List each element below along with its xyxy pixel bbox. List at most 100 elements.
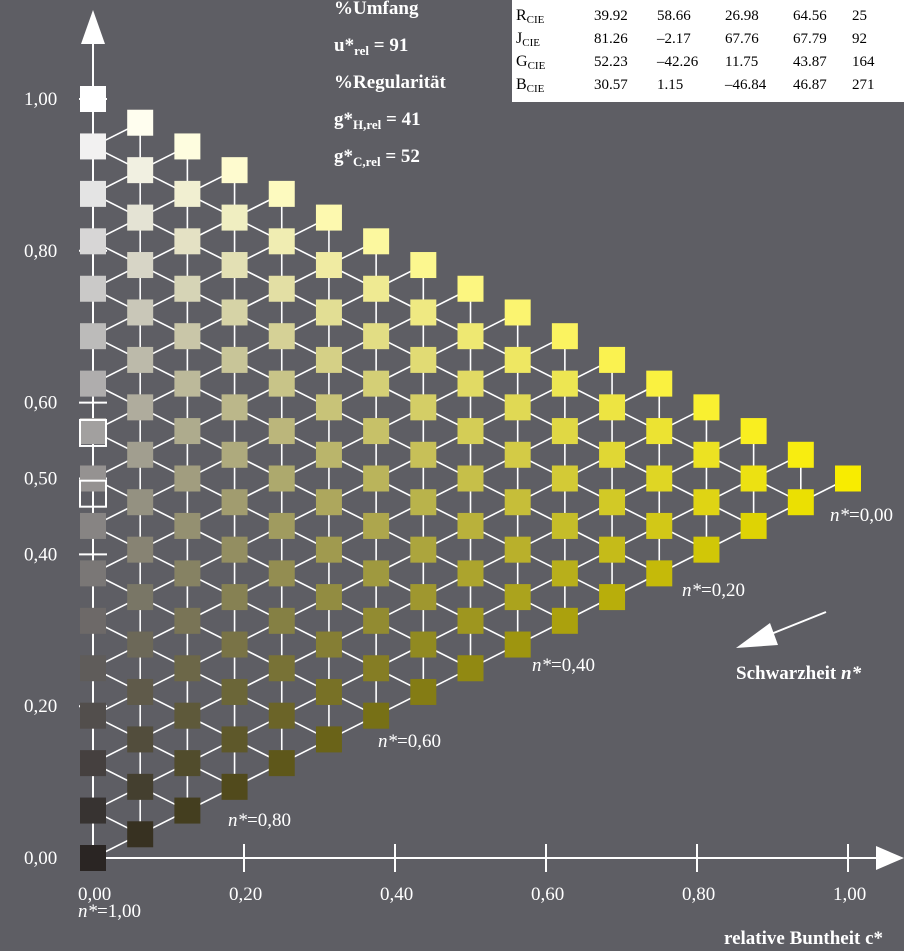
color-patch [127,489,154,516]
color-patch [410,536,437,563]
label-n-0-80: n*=0,80 [228,810,291,831]
color-patch [127,204,154,231]
color-patch [363,512,390,539]
y-tick-label: 0,80 [24,241,57,262]
color-patch [363,702,390,729]
y-tick-label: 0,60 [24,393,57,414]
color-patch [268,275,295,302]
color-patch [410,252,437,279]
stat-regularitaet: %Regularität [334,72,447,93]
color-patch [127,346,154,373]
color-patch [174,370,201,397]
color-patch [551,418,578,445]
label-n-0-60: n*=0,60 [378,731,441,752]
cie-cell: 43.87 [793,54,827,70]
color-patch [127,821,154,848]
color-patch [646,370,673,397]
y-tick-label: 0,20 [24,696,57,717]
color-patch [174,133,201,160]
color-patch [174,418,201,445]
color-patch [315,536,342,563]
color-patch [221,204,248,231]
color-patch [551,512,578,539]
color-patch [740,418,767,445]
stat-umfang: %Umfang [334,0,419,19]
cie-cell: –46.84 [724,77,767,93]
color-patch [174,607,201,634]
color-patch [410,394,437,421]
color-patch [174,702,201,729]
mid-gray-marker [79,479,107,508]
grid-line-whiteness [92,311,519,527]
mid-gray-marker [79,418,107,447]
cie-cell: 64.56 [793,8,827,24]
color-patch [410,299,437,326]
color-patch [457,323,484,350]
color-patch [315,394,342,421]
color-patch [127,441,154,468]
color-patch [80,465,106,492]
grid-line-blackness [92,714,235,788]
color-patch [551,323,578,350]
color-patch [363,560,390,587]
x-tick-label: 0,00 [78,884,111,905]
x-tick-label: 0,80 [682,884,715,905]
color-patch [504,299,531,326]
color-patch [221,773,248,800]
cie-cell: 92 [852,31,867,47]
color-patch [551,370,578,397]
cie-cell: 1.15 [657,77,683,93]
color-patch [221,394,248,421]
cie-table: RCIE 39.92 58.66 26.98 64.56 25 JCIE 81.26 –2.17… [512,0,904,102]
color-patch [551,560,578,587]
color-patch [363,275,390,302]
color-patch [410,441,437,468]
color-patch [174,323,201,350]
y-tick-label: 0,40 [24,544,57,565]
grid-line-whiteness [92,454,802,812]
cie-cell: 67.76 [725,31,759,47]
color-patch [268,418,295,445]
color-patch [504,584,531,611]
color-patch [315,489,342,516]
color-patch [599,489,626,516]
color-patch [80,228,106,255]
grid-line-blackness [92,145,802,503]
color-patch [787,441,814,468]
color-patch [174,180,201,207]
cie-table-bg [512,0,904,102]
blackness-arrow-line [765,611,827,637]
color-patch [363,418,390,445]
color-patch [457,418,484,445]
x-tick-label: 0,40 [380,884,413,905]
color-patch [80,275,106,302]
color-patch [646,560,673,587]
color-patch [646,512,673,539]
color-patch [363,370,390,397]
color-patch [693,441,720,468]
color-patch [80,323,106,350]
cie-cell: –42.26 [656,54,699,70]
color-patch [599,394,626,421]
y-axis-arrowhead [81,10,105,44]
color-patch [221,346,248,373]
color-patch [174,750,201,777]
color-patch [599,536,626,563]
color-patch [315,584,342,611]
label-n-1-00: n*=1,00 [78,901,141,922]
color-patch [410,346,437,373]
color-patch [80,702,106,729]
cie-cell: 58.66 [657,8,691,24]
color-patch [221,441,248,468]
color-patch [127,678,154,705]
color-patch [80,797,106,824]
color-patch [174,228,201,255]
label-n-0-20: n*=0,20 [682,580,745,601]
color-patch [127,109,154,136]
color-patch [174,560,201,587]
color-patch [80,750,106,777]
color-patch [315,631,342,658]
color-patch [268,180,295,207]
x-axis-title: relative Buntheit c* [724,928,883,949]
